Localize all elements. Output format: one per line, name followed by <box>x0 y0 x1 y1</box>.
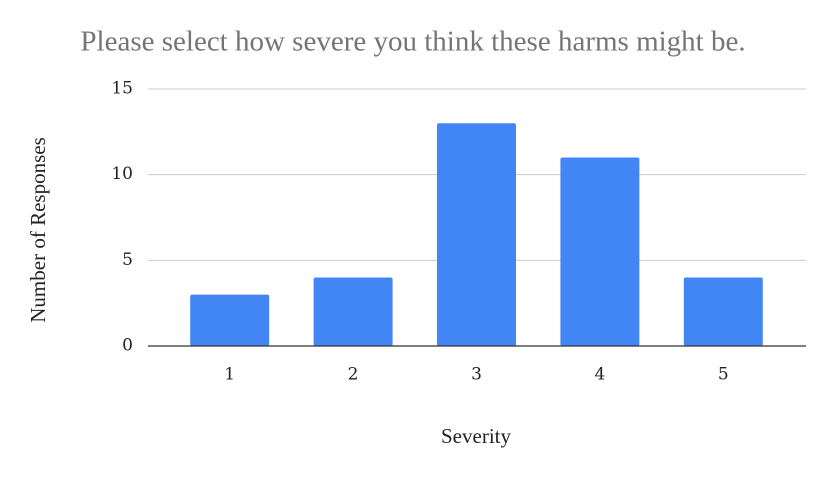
y-axis-label: Number of Responses <box>26 137 50 322</box>
x-tick-label: 3 <box>471 365 482 385</box>
x-tick-label: 5 <box>718 365 729 385</box>
x-tick-label: 1 <box>224 365 235 385</box>
x-tick-label: 4 <box>594 365 605 385</box>
bar <box>683 277 763 346</box>
bar <box>190 294 270 346</box>
bar <box>313 277 393 346</box>
chart-title: Please select how severe you think these… <box>80 26 745 58</box>
y-tick-label: 0 <box>122 336 133 356</box>
bar <box>437 123 516 347</box>
y-tick-label: 10 <box>111 164 133 184</box>
y-tick-label: 5 <box>122 250 133 270</box>
x-tick-label: 2 <box>348 365 359 385</box>
bar <box>560 157 640 346</box>
y-tick-label: 15 <box>111 79 133 99</box>
x-axis-label: Severity <box>441 424 511 448</box>
